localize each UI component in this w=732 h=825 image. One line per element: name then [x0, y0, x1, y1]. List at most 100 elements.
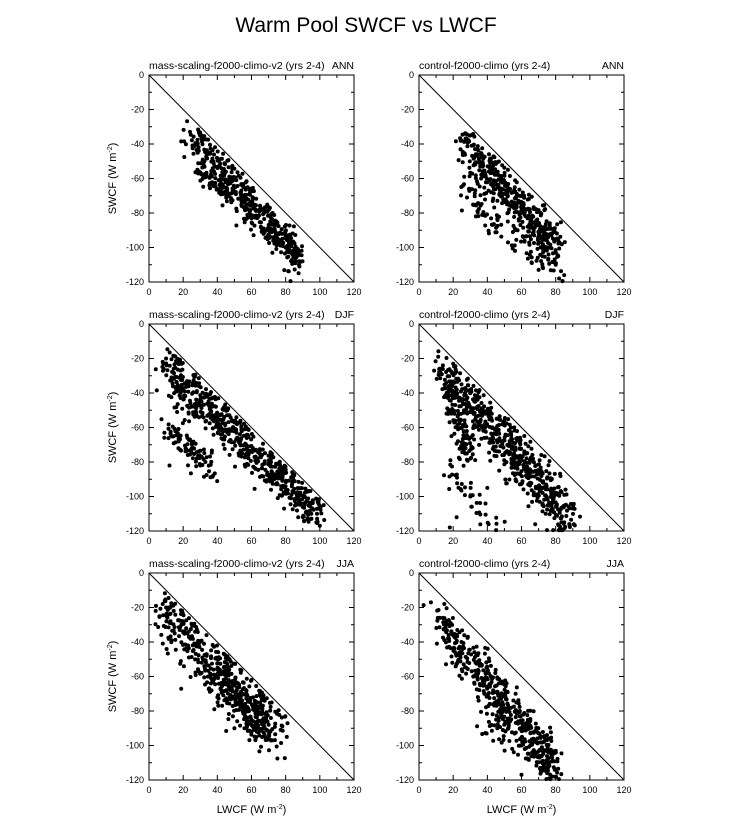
data-point [440, 615, 445, 620]
data-point [549, 486, 554, 491]
data-point [239, 188, 244, 193]
data-point [249, 199, 253, 204]
panel-case-label: control-f2000-climo (yrs 2-4) [419, 309, 550, 321]
data-point [310, 506, 315, 511]
data-point [270, 481, 275, 486]
data-point [202, 134, 207, 139]
data-point [533, 493, 538, 497]
data-point [513, 720, 518, 725]
data-point [153, 367, 158, 372]
data-point [540, 761, 545, 766]
data-point [182, 418, 187, 422]
data-point [253, 466, 258, 471]
data-point [478, 522, 483, 527]
data-point [156, 625, 161, 629]
data-point [435, 615, 440, 620]
x-tick-label: 100 [582, 536, 597, 546]
data-point [207, 150, 212, 155]
data-point [167, 363, 172, 368]
data-point [513, 195, 518, 200]
data-point [202, 664, 207, 669]
data-point [529, 260, 534, 265]
data-point [166, 625, 171, 630]
data-point [277, 493, 282, 498]
data-point [196, 145, 201, 150]
data-point [208, 454, 212, 459]
data-point [520, 205, 525, 210]
data-point [251, 204, 256, 209]
data-point [237, 700, 242, 705]
y-tick-label: -40 [131, 139, 144, 149]
data-point [256, 729, 261, 734]
data-point [167, 463, 172, 468]
data-point [494, 528, 499, 533]
data-point [230, 704, 235, 708]
data-point [488, 177, 493, 182]
data-point [318, 504, 323, 509]
data-point [462, 151, 467, 156]
data-point [177, 618, 181, 623]
data-point [558, 474, 563, 478]
data-point [222, 171, 227, 176]
data-point [233, 690, 238, 695]
data-point [467, 186, 472, 191]
data-point [224, 199, 229, 204]
data-point [218, 173, 223, 178]
data-point [184, 384, 189, 389]
x-tick-label: 120 [616, 785, 631, 795]
data-point [270, 250, 275, 255]
data-point [275, 471, 280, 476]
data-point [544, 777, 549, 782]
data-point [477, 422, 482, 427]
y-tick-label: -60 [131, 423, 144, 433]
data-point [266, 222, 271, 227]
data-point [452, 650, 457, 654]
data-point [471, 397, 475, 402]
data-point [538, 485, 543, 490]
data-point [232, 440, 236, 445]
data-point [215, 643, 220, 648]
data-point [471, 410, 476, 415]
data-point [525, 491, 530, 496]
data-point [319, 511, 324, 516]
data-point [548, 730, 553, 735]
data-point [266, 458, 271, 463]
data-point [246, 452, 251, 457]
data-point [239, 454, 244, 459]
data-point [227, 413, 232, 418]
data-point [534, 763, 539, 768]
data-point [273, 732, 278, 737]
data-point [289, 244, 294, 249]
data-point [203, 392, 208, 397]
panel-ctrl-djf: 0 20 40 60 80 100 120 0 -20 -40 -60 -80 -100 -120 cont… [396, 309, 632, 546]
y-tick-label: 0 [139, 70, 144, 80]
data-point [191, 378, 196, 383]
y-tick-label: -120 [126, 277, 144, 287]
data-point [462, 493, 467, 498]
data-point [458, 371, 463, 376]
data-point [502, 722, 507, 727]
data-point [475, 144, 480, 149]
data-point [188, 452, 192, 457]
data-point [483, 180, 488, 185]
data-point [260, 466, 264, 471]
data-point [480, 146, 485, 151]
data-point [207, 392, 212, 397]
data-point [264, 714, 269, 719]
data-point [233, 464, 237, 469]
data-point [196, 376, 201, 381]
x-tick-label: 100 [312, 785, 327, 795]
x-tick-label: 0 [416, 287, 421, 297]
data-point [242, 205, 247, 210]
data-point [294, 251, 299, 256]
data-point [203, 658, 208, 663]
y-tick-label: -120 [396, 775, 414, 785]
x-tick-label: 40 [212, 536, 222, 546]
data-point [434, 641, 439, 646]
data-point [497, 737, 502, 742]
data-point [504, 697, 509, 702]
data-point [504, 709, 509, 714]
data-point [487, 696, 492, 700]
panel-mass-djf: 0 20 40 60 80 100 120 0 -20 -40 -60 -80 -100 -120 mass… [107, 309, 362, 546]
data-point [442, 382, 447, 387]
